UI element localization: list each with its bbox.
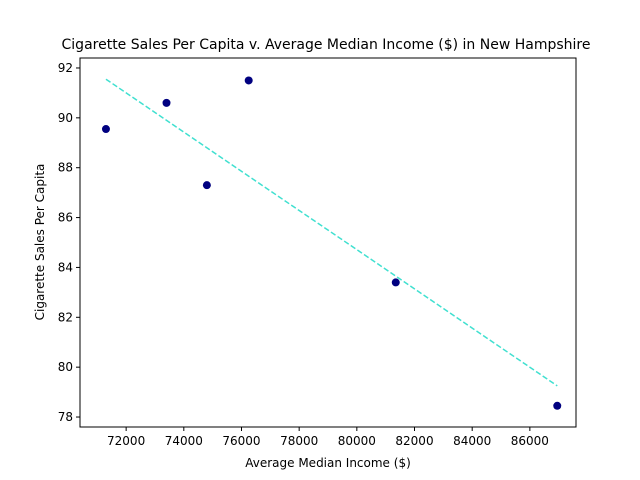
scatter-point: [162, 98, 171, 107]
scatter-point: [244, 76, 253, 85]
trendline-layer: [105, 78, 558, 387]
scatter-point: [391, 278, 400, 287]
y-tick-label: 90: [58, 111, 73, 125]
y-tick-label: 88: [58, 161, 73, 175]
y-tick-label: 80: [58, 360, 73, 374]
data-points: [101, 76, 562, 410]
x-tick-label: 78000: [280, 434, 318, 448]
y-tick-label: 84: [58, 260, 73, 274]
trendline: [105, 78, 558, 387]
x-tick-label: 84000: [453, 434, 491, 448]
x-axis-title: Average Median Income ($): [245, 456, 411, 470]
x-tick-label: 76000: [222, 434, 260, 448]
x-tick-label: 82000: [395, 434, 433, 448]
scatter-point: [553, 401, 562, 410]
x-tick-label: 72000: [107, 434, 145, 448]
x-tick-label: 74000: [165, 434, 203, 448]
chart-title: Cigarette Sales Per Capita v. Average Me…: [62, 37, 591, 53]
y-axis-title: Cigarette Sales Per Capita: [33, 164, 47, 321]
y-axis: 78 80 82 84 86 88 90 92: [58, 61, 80, 424]
x-tick-label: 80000: [338, 434, 376, 448]
y-tick-label: 78: [58, 410, 73, 424]
y-tick-label: 82: [58, 310, 73, 324]
y-tick-label: 86: [58, 211, 73, 225]
y-tick-label: 92: [58, 61, 73, 75]
x-tick-label: 86000: [511, 434, 549, 448]
plot-frame: [79, 57, 577, 428]
scatter-point: [101, 125, 110, 134]
scatter-point: [202, 181, 211, 190]
x-axis: 72000 74000 76000 78000 80000 82000 84000 86000: [107, 427, 549, 448]
